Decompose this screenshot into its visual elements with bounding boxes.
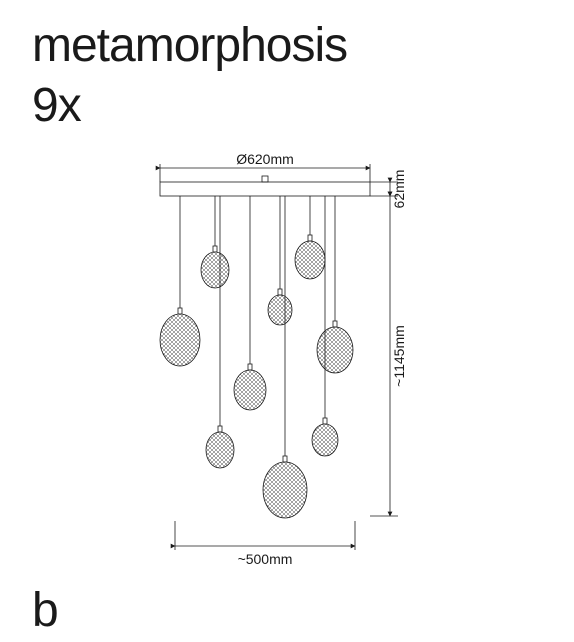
pendant-shade	[206, 432, 234, 468]
brand-logo: b	[32, 583, 55, 638]
pendant-shade	[312, 424, 338, 456]
product-spec-page: metamorphosis 9x Ø620mm 62mm ~1145mm ~500mm…	[0, 0, 574, 642]
dimension-diagram: Ø620mm 62mm ~1145mm ~500mm	[120, 150, 460, 590]
product-title-line1: metamorphosis	[32, 18, 347, 73]
pendant-shade	[234, 370, 266, 410]
dim-canopy-diameter: Ø620mm	[236, 151, 294, 167]
product-title-line2: 9x	[32, 78, 81, 133]
pendant-shade	[317, 327, 353, 373]
dim-cluster-width: ~500mm	[238, 551, 293, 567]
pendant-shade	[160, 314, 200, 366]
dim-canopy-height: 62mm	[391, 170, 407, 209]
pendant-shade	[268, 295, 292, 325]
pendant-shade	[201, 252, 229, 288]
canopy	[160, 182, 370, 196]
pendant-shade	[263, 462, 307, 518]
dim-drop-height: ~1145mm	[391, 325, 407, 387]
pendant-shade	[295, 241, 325, 279]
